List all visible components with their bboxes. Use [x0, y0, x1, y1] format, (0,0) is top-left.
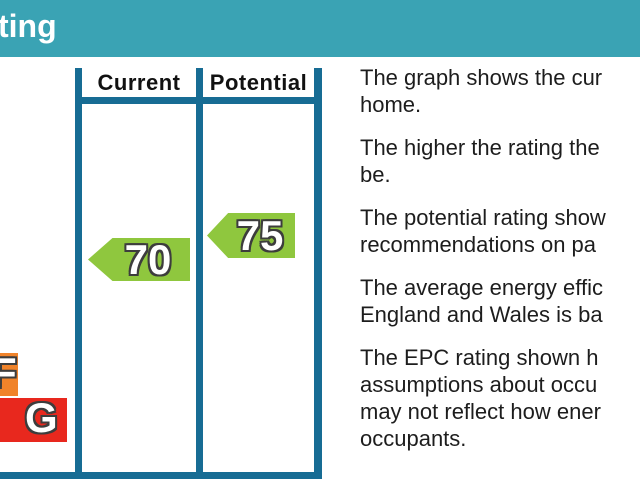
- chart-border-left: [75, 68, 82, 479]
- text-line: occupants.: [360, 426, 467, 451]
- column-header-potential: Potential: [209, 70, 308, 95]
- text-line: The EPC rating shown h: [360, 345, 599, 370]
- text-line: The potential rating show: [360, 205, 606, 230]
- chart-border-right: [314, 68, 322, 479]
- text-line: The graph shows the cur: [360, 65, 603, 90]
- potential-rating-arrow: 75: [207, 213, 295, 258]
- paragraph-average-rating: The average energy effic England and Wal…: [360, 274, 640, 328]
- band-g-letter: G: [24, 398, 58, 442]
- band-g: G: [0, 398, 67, 442]
- text-line: may not reflect how ener: [360, 399, 601, 424]
- text-line: The average energy effic: [360, 275, 603, 300]
- chart-border-middle: [196, 68, 203, 479]
- page-title: ting: [0, 8, 57, 44]
- band-f-letter: F: [0, 353, 18, 396]
- paragraph-potential-rating: The potential rating show recommendation…: [360, 204, 640, 258]
- chart-border-bottom: [0, 472, 322, 479]
- paragraph-graph-shows: The graph shows the cur home.: [360, 64, 640, 118]
- header-bar: ting: [0, 0, 640, 57]
- text-line: The higher the rating the: [360, 135, 600, 160]
- potential-rating-value: 75: [236, 212, 285, 259]
- band-f: F: [0, 353, 18, 396]
- paragraph-epc-assumptions: The EPC rating shown h assumptions about…: [360, 344, 640, 452]
- text-line: assumptions about occu: [360, 372, 598, 397]
- current-rating-value: 70: [124, 236, 173, 283]
- text-line: home.: [360, 92, 422, 117]
- text-line: be.: [360, 162, 391, 187]
- text-line: recommendations on pa: [360, 232, 597, 257]
- text-line: England and Wales is ba: [360, 302, 603, 327]
- current-rating-arrow: 70: [88, 238, 190, 281]
- description-text-block: The graph shows the cur home. The higher…: [360, 64, 640, 480]
- chart-header-underline: [75, 97, 322, 104]
- paragraph-higher-rating: The higher the rating the be.: [360, 134, 640, 188]
- column-header-current: Current: [97, 70, 181, 95]
